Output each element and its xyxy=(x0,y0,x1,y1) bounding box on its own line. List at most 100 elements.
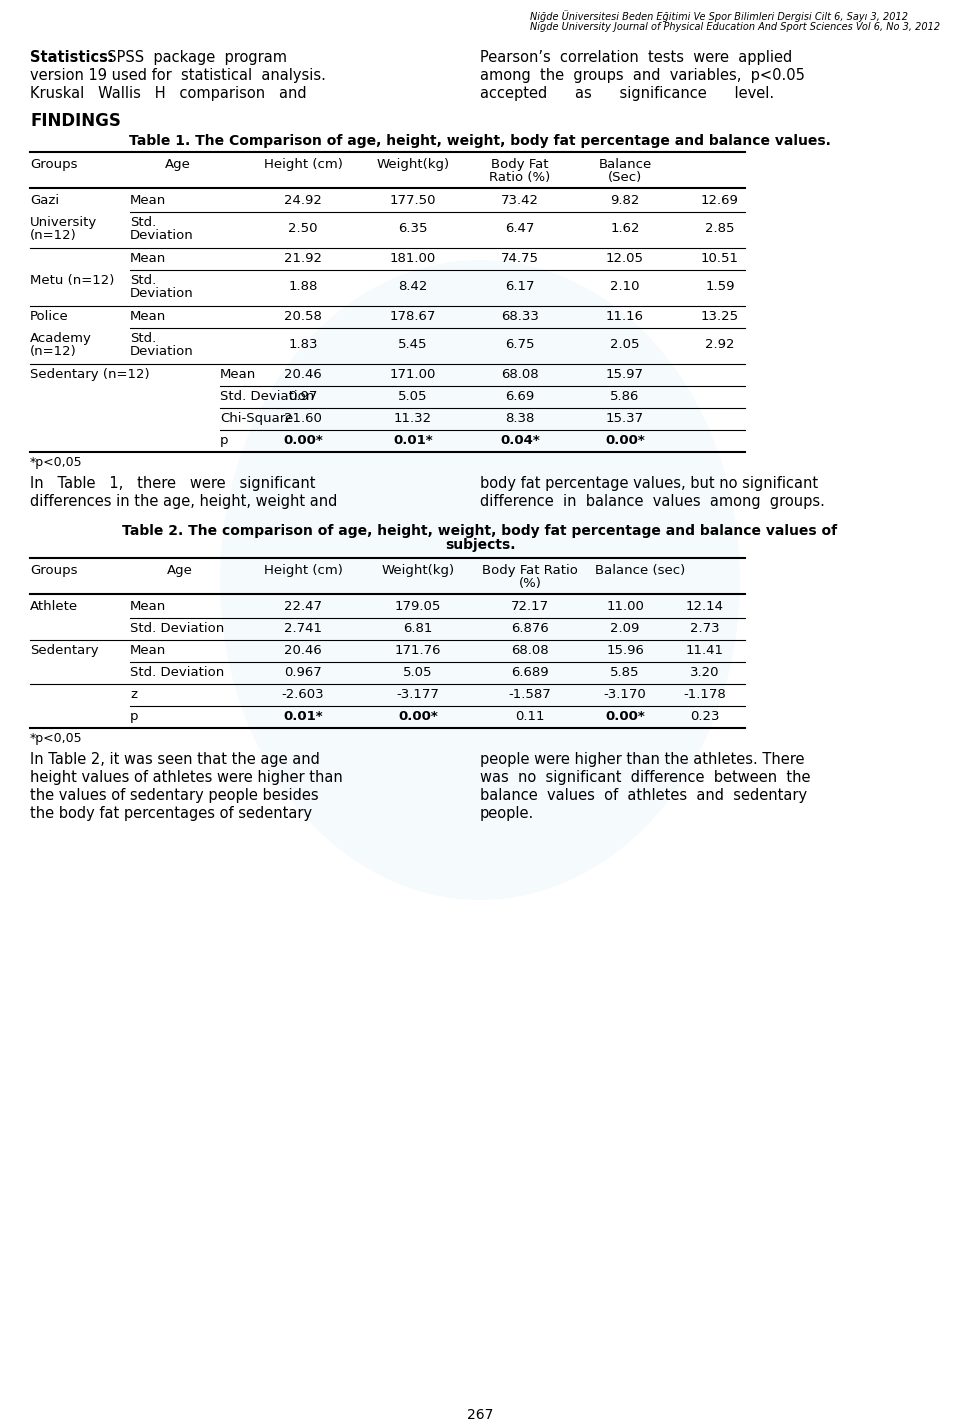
Text: 171.76: 171.76 xyxy=(395,645,442,657)
Text: 72.17: 72.17 xyxy=(511,601,549,613)
Text: Height (cm): Height (cm) xyxy=(264,158,343,170)
Text: -1.178: -1.178 xyxy=(684,689,727,701)
Text: 68.08: 68.08 xyxy=(501,368,539,381)
Text: -3.177: -3.177 xyxy=(396,689,440,701)
Text: Mean: Mean xyxy=(220,368,256,381)
Text: 12.14: 12.14 xyxy=(686,601,724,613)
Text: 0.01*: 0.01* xyxy=(283,710,323,723)
Text: *p<0,05: *p<0,05 xyxy=(30,456,83,469)
Text: 2.85: 2.85 xyxy=(706,222,734,234)
Text: Niğde Üniversitesi Beden Eğitimi Ve Spor Bilimleri Dergisi Cilt 6, Sayı 3, 2012: Niğde Üniversitesi Beden Eğitimi Ve Spor… xyxy=(530,10,908,21)
Text: Std. Deviation: Std. Deviation xyxy=(130,622,225,635)
Text: University: University xyxy=(30,216,97,229)
Text: Body Fat Ratio: Body Fat Ratio xyxy=(482,564,578,577)
Text: In   Table   1,   there   were   significant: In Table 1, there were significant xyxy=(30,476,316,491)
Text: body fat percentage values, but no significant: body fat percentage values, but no signi… xyxy=(480,476,818,491)
Text: 2.92: 2.92 xyxy=(706,338,734,351)
Text: 5.45: 5.45 xyxy=(398,338,428,351)
Text: Pearson’s  correlation  tests  were  applied: Pearson’s correlation tests were applied xyxy=(480,50,792,65)
Text: (%): (%) xyxy=(518,577,541,589)
Text: 2.50: 2.50 xyxy=(288,222,318,234)
Text: Nigde University Journal of Physical Education And Sport Sciences Vol 6, No 3, 2: Nigde University Journal of Physical Edu… xyxy=(530,21,940,33)
Text: 2.05: 2.05 xyxy=(611,338,639,351)
Text: 15.37: 15.37 xyxy=(606,412,644,425)
Text: among  the  groups  and  variables,  p<0.05: among the groups and variables, p<0.05 xyxy=(480,68,804,82)
Text: Statistics:: Statistics: xyxy=(30,50,113,65)
Ellipse shape xyxy=(220,260,740,900)
Text: 13.25: 13.25 xyxy=(701,310,739,322)
Text: -3.170: -3.170 xyxy=(604,689,646,701)
Text: Metu (n=12): Metu (n=12) xyxy=(30,274,114,287)
Text: p: p xyxy=(130,710,138,723)
Text: Mean: Mean xyxy=(130,645,166,657)
Text: 21.60: 21.60 xyxy=(284,412,322,425)
Text: Mean: Mean xyxy=(130,251,166,266)
Text: 0.04*: 0.04* xyxy=(500,435,540,447)
Text: Deviation: Deviation xyxy=(130,287,194,300)
Text: difference  in  balance  values  among  groups.: difference in balance values among group… xyxy=(480,494,825,508)
Text: Chi-Square: Chi-Square xyxy=(220,412,293,425)
Text: p: p xyxy=(220,435,228,447)
Text: the values of sedentary people besides: the values of sedentary people besides xyxy=(30,788,319,802)
Text: (n=12): (n=12) xyxy=(30,229,77,241)
Text: 20.46: 20.46 xyxy=(284,368,322,381)
Text: Std.: Std. xyxy=(130,274,156,287)
Text: Weight(kg): Weight(kg) xyxy=(376,158,449,170)
Text: 171.00: 171.00 xyxy=(390,368,436,381)
Text: 2.741: 2.741 xyxy=(284,622,322,635)
Text: Sedentary (n=12): Sedentary (n=12) xyxy=(30,368,150,381)
Text: 10.51: 10.51 xyxy=(701,251,739,266)
Text: Std.: Std. xyxy=(130,332,156,345)
Text: Table 1. The Comparison of age, height, weight, body fat percentage and balance : Table 1. The Comparison of age, height, … xyxy=(129,133,831,148)
Text: Deviation: Deviation xyxy=(130,229,194,241)
Text: people were higher than the athletes. There: people were higher than the athletes. Th… xyxy=(480,753,804,767)
Text: Police: Police xyxy=(30,310,69,322)
Text: 1.62: 1.62 xyxy=(611,222,639,234)
Text: was  no  significant  difference  between  the: was no significant difference between th… xyxy=(480,770,810,785)
Text: 3.20: 3.20 xyxy=(690,666,720,679)
Text: 5.85: 5.85 xyxy=(611,666,639,679)
Text: 1.88: 1.88 xyxy=(288,280,318,293)
Text: 0.00*: 0.00* xyxy=(605,710,645,723)
Text: *p<0,05: *p<0,05 xyxy=(30,731,83,746)
Text: 11.16: 11.16 xyxy=(606,310,644,322)
Text: 5.05: 5.05 xyxy=(403,666,433,679)
Text: Academy: Academy xyxy=(30,332,92,345)
Text: Std. Deviation: Std. Deviation xyxy=(130,666,225,679)
Text: 0.01*: 0.01* xyxy=(394,435,433,447)
Text: 0.00*: 0.00* xyxy=(283,435,323,447)
Text: 6.35: 6.35 xyxy=(398,222,428,234)
Text: Age: Age xyxy=(165,158,191,170)
Text: the body fat percentages of sedentary: the body fat percentages of sedentary xyxy=(30,807,312,821)
Text: 12.69: 12.69 xyxy=(701,195,739,207)
Text: Groups: Groups xyxy=(30,158,78,170)
Text: 0.23: 0.23 xyxy=(690,710,720,723)
Text: 6.47: 6.47 xyxy=(505,222,535,234)
Text: 5.05: 5.05 xyxy=(398,391,428,403)
Text: 12.05: 12.05 xyxy=(606,251,644,266)
Text: 73.42: 73.42 xyxy=(501,195,539,207)
Text: 6.876: 6.876 xyxy=(511,622,549,635)
Text: -2.603: -2.603 xyxy=(281,689,324,701)
Text: 8.38: 8.38 xyxy=(505,412,535,425)
Text: 177.50: 177.50 xyxy=(390,195,436,207)
Text: Balance: Balance xyxy=(598,158,652,170)
Text: 0.11: 0.11 xyxy=(516,710,544,723)
Text: 15.96: 15.96 xyxy=(606,645,644,657)
Text: 20.58: 20.58 xyxy=(284,310,322,322)
Text: 2.09: 2.09 xyxy=(611,622,639,635)
Text: 1.83: 1.83 xyxy=(288,338,318,351)
Text: people.: people. xyxy=(480,807,535,821)
Text: 68.33: 68.33 xyxy=(501,310,539,322)
Text: Groups: Groups xyxy=(30,564,78,577)
Text: z: z xyxy=(130,689,137,701)
Text: 11.41: 11.41 xyxy=(686,645,724,657)
Text: -1.587: -1.587 xyxy=(509,689,551,701)
Text: Age: Age xyxy=(167,564,193,577)
Text: 6.17: 6.17 xyxy=(505,280,535,293)
Text: FINDINGS: FINDINGS xyxy=(30,112,121,131)
Text: SPSS  package  program: SPSS package program xyxy=(98,50,287,65)
Text: 68.08: 68.08 xyxy=(511,645,549,657)
Text: Athlete: Athlete xyxy=(30,601,78,613)
Text: 1.59: 1.59 xyxy=(706,280,734,293)
